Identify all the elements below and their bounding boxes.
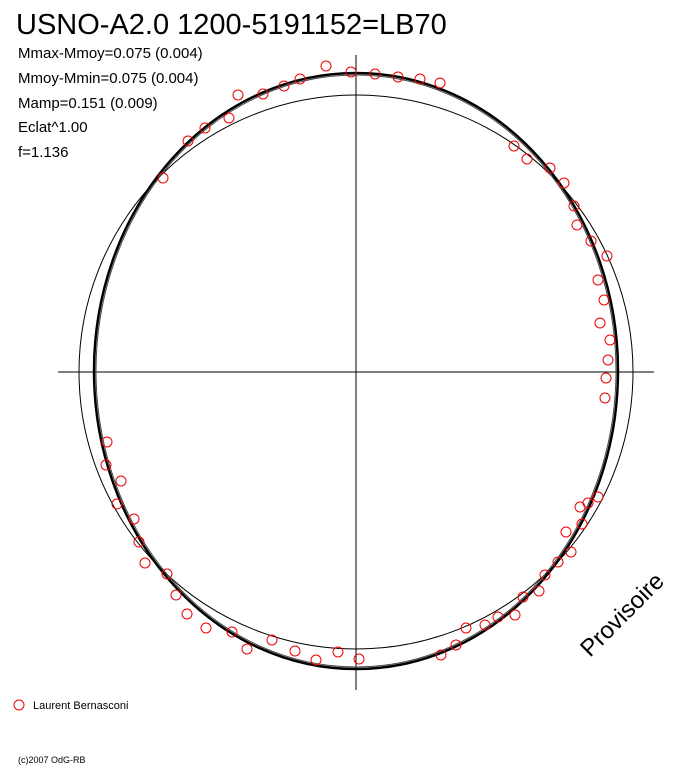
observation-point [133, 536, 145, 548]
observation-point [139, 557, 151, 569]
observation-point [101, 436, 113, 448]
observation-point [223, 112, 235, 124]
observation-point [128, 513, 140, 525]
observation-point [266, 634, 278, 646]
observations [100, 60, 616, 666]
stat: Mmax-Mmoy=0.075 (0.004) [18, 45, 203, 62]
observation-point [576, 518, 588, 530]
observation-point [517, 591, 529, 603]
observation-point [199, 122, 211, 134]
observation-point [157, 172, 169, 184]
observation-point [241, 643, 253, 655]
observation-point [278, 80, 290, 92]
observation-point [310, 654, 322, 666]
observation-point [294, 73, 306, 85]
reference-circle [78, 94, 634, 650]
observation-point [592, 491, 604, 503]
observation-point [353, 653, 365, 665]
observation-point [544, 162, 556, 174]
observation-point [182, 135, 194, 147]
observation-point [600, 372, 612, 384]
stat: Mamp=0.151 (0.009) [18, 95, 158, 112]
observation-point [571, 219, 583, 231]
observation-point [598, 294, 610, 306]
observation-point [574, 501, 586, 513]
observation-point [450, 639, 462, 651]
observation-point [508, 140, 520, 152]
observation-point [414, 73, 426, 85]
observation-point [599, 392, 611, 404]
observation-point [170, 589, 182, 601]
stat: Eclat^1.00 [18, 119, 88, 136]
observation-point [111, 498, 123, 510]
observation-point [601, 250, 613, 262]
observation-point [232, 89, 244, 101]
observation-point [565, 546, 577, 558]
observation-point [332, 646, 344, 658]
observation-point [568, 200, 580, 212]
observation-point [200, 622, 212, 634]
observation-point [369, 68, 381, 80]
watermark: Provisoire [575, 568, 670, 663]
observation-point [539, 569, 551, 581]
observation-point [161, 568, 173, 580]
observation-point [289, 645, 301, 657]
fit-curve [95, 74, 617, 668]
observation-point [592, 274, 604, 286]
stat: f=1.136 [18, 144, 68, 161]
footer: (c)2007 OdG-RB [18, 755, 86, 765]
observation-point [434, 77, 446, 89]
observation-point [533, 585, 545, 597]
observation-point [594, 317, 606, 329]
observation-point [460, 622, 472, 634]
observation-point [181, 608, 193, 620]
title: USNO-A2.0 1200-5191152=LB70 [16, 9, 447, 41]
stat: Mmoy-Mmin=0.075 (0.004) [18, 70, 198, 87]
observation-point [226, 626, 238, 638]
observation-point [100, 459, 112, 471]
observation-point [115, 475, 127, 487]
observation-point [558, 177, 570, 189]
observation-point [585, 235, 597, 247]
observation-point [602, 354, 614, 366]
observation-point [257, 88, 269, 100]
observation-point [320, 60, 332, 72]
observation-point [521, 153, 533, 165]
observation-point [509, 609, 521, 621]
observation-point [435, 649, 447, 661]
legend-label: Laurent Bernasconi [33, 700, 128, 712]
observation-point [552, 556, 564, 568]
legend-marker [13, 699, 25, 711]
observation-point [479, 619, 491, 631]
observation-point [492, 611, 504, 623]
observation-point [560, 526, 572, 538]
observation-point [345, 66, 357, 78]
observation-point [392, 71, 404, 83]
observation-point [604, 334, 616, 346]
